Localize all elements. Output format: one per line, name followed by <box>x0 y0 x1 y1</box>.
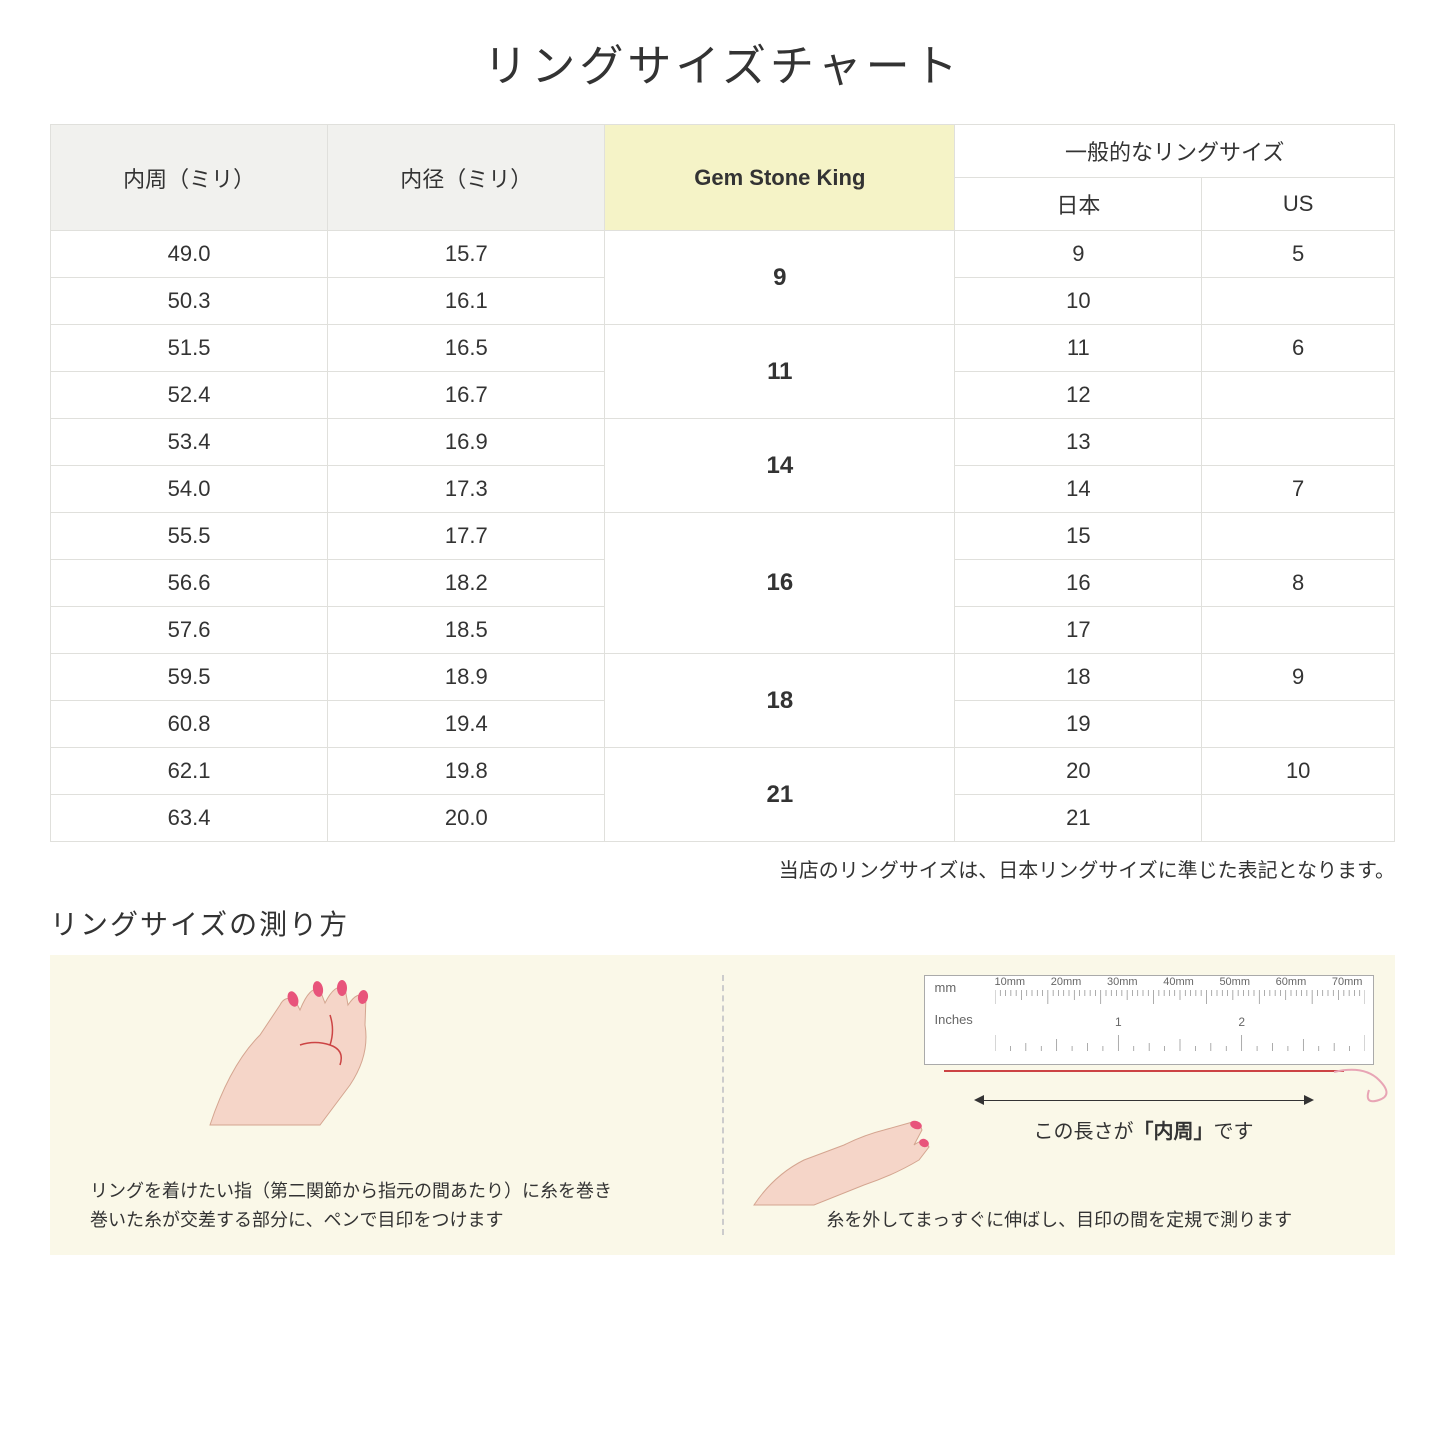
table-row: 53.416.91413 <box>51 419 1395 466</box>
cell-us <box>1202 372 1395 419</box>
table-row: 62.119.8212010 <box>51 748 1395 795</box>
cell-japan: 9 <box>955 231 1202 278</box>
svg-text:1: 1 <box>1114 1015 1121 1029</box>
arrow-label-pre: この長さが <box>1034 1121 1134 1143</box>
cell-diameter: 18.2 <box>328 560 605 607</box>
cell-gsk: 14 <box>605 419 955 513</box>
cell-diameter: 16.5 <box>328 325 605 372</box>
cell-japan: 21 <box>955 795 1202 842</box>
header-general: 一般的なリングサイズ <box>955 125 1395 178</box>
ring-size-table: 内周（ミリ） 内径（ミリ） Gem Stone King 一般的なリングサイズ … <box>50 124 1395 842</box>
header-japan: 日本 <box>955 178 1202 231</box>
cell-circumference: 50.3 <box>51 278 328 325</box>
cell-japan: 14 <box>955 466 1202 513</box>
size-note: 当店のリングサイズは、日本リングサイズに準じた表記となります。 <box>50 854 1395 883</box>
cell-circumference: 54.0 <box>51 466 328 513</box>
instruction-left-panel: リングを着けたい指（第二関節から指元の間あたり）に糸を巻き巻いた糸が交差する部分… <box>50 955 722 1255</box>
cell-circumference: 59.5 <box>51 654 328 701</box>
cell-us <box>1202 795 1395 842</box>
cell-diameter: 18.5 <box>328 607 605 654</box>
cell-japan: 17 <box>955 607 1202 654</box>
cell-us <box>1202 278 1395 325</box>
cell-diameter: 17.7 <box>328 513 605 560</box>
table-row: 55.517.71615 <box>51 513 1395 560</box>
header-circumference: 内周（ミリ） <box>51 125 328 231</box>
how-to-measure-title: リングサイズの測り方 <box>50 903 1395 943</box>
ruler-mm-label: mm <box>935 980 957 995</box>
cell-diameter: 17.3 <box>328 466 605 513</box>
table-row: 49.015.7995 <box>51 231 1395 278</box>
cell-diameter: 20.0 <box>328 795 605 842</box>
arrow-label-bold: 「内周」 <box>1134 1121 1214 1143</box>
instruction-right-panel: mm Inches 10mm20mm30mm40mm50mm60mm70mm 1… <box>724 955 1396 1255</box>
cell-circumference: 52.4 <box>51 372 328 419</box>
cell-us: 5 <box>1202 231 1395 278</box>
header-us: US <box>1202 178 1395 231</box>
cell-gsk: 16 <box>605 513 955 654</box>
cell-us <box>1202 419 1395 466</box>
ruler-icon: mm Inches 10mm20mm30mm40mm50mm60mm70mm 1… <box>924 975 1374 1065</box>
hand-holding-icon <box>744 1075 944 1215</box>
ruler-inches-label: Inches <box>935 1012 973 1027</box>
cell-us <box>1202 513 1395 560</box>
arrow-label: この長さが「内周」です <box>974 1115 1314 1144</box>
cell-gsk: 11 <box>605 325 955 419</box>
instruction-left-text: リングを着けたい指（第二関節から指元の間あたり）に糸を巻き巻いた糸が交差する部分… <box>90 1177 682 1235</box>
cell-us: 9 <box>1202 654 1395 701</box>
thread-curl-icon <box>1334 1060 1414 1110</box>
cell-circumference: 56.6 <box>51 560 328 607</box>
cell-diameter: 18.9 <box>328 654 605 701</box>
svg-text:2: 2 <box>1238 1015 1245 1029</box>
cell-gsk: 18 <box>605 654 955 748</box>
cell-diameter: 16.9 <box>328 419 605 466</box>
cell-us <box>1202 701 1395 748</box>
cell-japan: 16 <box>955 560 1202 607</box>
cell-japan: 11 <box>955 325 1202 372</box>
arrow-label-post: です <box>1214 1121 1254 1143</box>
cell-japan: 19 <box>955 701 1202 748</box>
cell-circumference: 63.4 <box>51 795 328 842</box>
cell-us <box>1202 607 1395 654</box>
cell-circumference: 60.8 <box>51 701 328 748</box>
cell-japan: 10 <box>955 278 1202 325</box>
cell-japan: 20 <box>955 748 1202 795</box>
instruction-right-text: 糸を外してまっすぐに伸ばし、目印の間を定規で測ります <box>764 1206 1356 1235</box>
cell-circumference: 53.4 <box>51 419 328 466</box>
header-diameter: 内径（ミリ） <box>328 125 605 231</box>
cell-us: 7 <box>1202 466 1395 513</box>
cell-us: 8 <box>1202 560 1395 607</box>
cell-diameter: 15.7 <box>328 231 605 278</box>
cell-diameter: 16.7 <box>328 372 605 419</box>
table-row: 59.518.918189 <box>51 654 1395 701</box>
instructions-panel: リングを着けたい指（第二関節から指元の間あたり）に糸を巻き巻いた糸が交差する部分… <box>50 955 1395 1255</box>
cell-circumference: 57.6 <box>51 607 328 654</box>
cell-diameter: 19.8 <box>328 748 605 795</box>
cell-gsk: 21 <box>605 748 955 842</box>
cell-circumference: 51.5 <box>51 325 328 372</box>
table-row: 51.516.511116 <box>51 325 1395 372</box>
header-gsk: Gem Stone King <box>605 125 955 231</box>
cell-japan: 18 <box>955 654 1202 701</box>
cell-gsk: 9 <box>605 231 955 325</box>
page-title: リングサイズチャート <box>50 30 1395 94</box>
measure-arrow <box>974 1095 1314 1105</box>
cell-circumference: 49.0 <box>51 231 328 278</box>
cell-circumference: 62.1 <box>51 748 328 795</box>
cell-diameter: 16.1 <box>328 278 605 325</box>
hand-wrapping-icon <box>170 945 450 1145</box>
cell-japan: 15 <box>955 513 1202 560</box>
thread-line <box>944 1070 1344 1072</box>
cell-circumference: 55.5 <box>51 513 328 560</box>
cell-us: 6 <box>1202 325 1395 372</box>
cell-japan: 12 <box>955 372 1202 419</box>
cell-us: 10 <box>1202 748 1395 795</box>
cell-diameter: 19.4 <box>328 701 605 748</box>
cell-japan: 13 <box>955 419 1202 466</box>
